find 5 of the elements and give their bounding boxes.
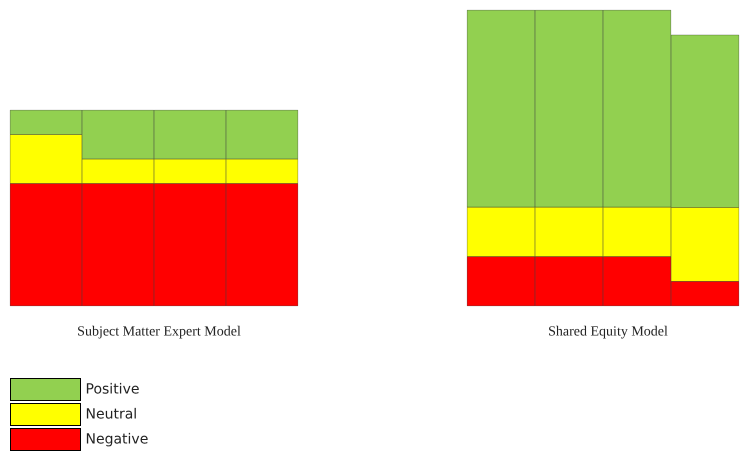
text: Shared Equity Model [548,324,668,340]
legend-label: Positive [86,382,140,398]
text: Subject Matter Expert Model [77,324,241,340]
legend-label: Neutral [86,406,138,422]
legend-label: Negative [86,432,148,448]
